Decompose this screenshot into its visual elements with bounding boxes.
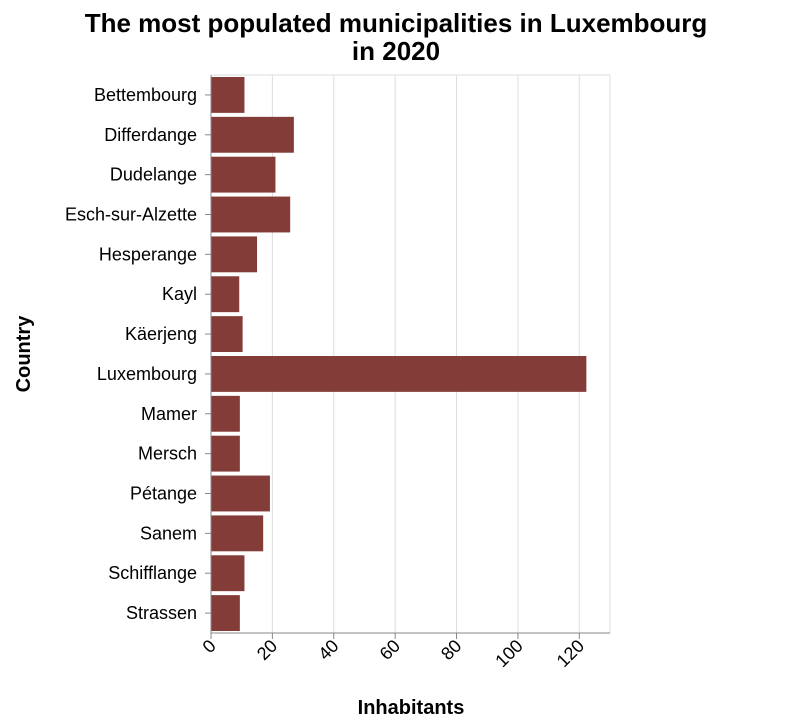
x-axis-title: Inhabitants [358,697,465,719]
x-tick-label: 100 [491,636,526,671]
chart-title-line-1: The most populated municipalities in Lux… [85,8,708,38]
y-tick-label: Mersch [138,444,197,464]
y-tick-label: Differdange [104,125,197,145]
y-tick-label: Dudelange [110,165,197,185]
y-tick-label: Strassen [126,603,197,623]
y-tick-label: Schifflange [108,563,197,583]
x-tick-label: 0 [199,636,220,657]
y-tick-label: Hesperange [99,244,197,264]
x-tick-label: 20 [253,636,281,664]
y-tick-label: Bettembourg [94,85,197,105]
y-tick-label: Kayl [162,284,197,304]
bar-hesperange [211,236,258,273]
bar-bettembourg [211,76,245,113]
x-tick-label: 120 [553,636,588,671]
y-axis-title: Country [13,315,35,393]
bar-luxembourg [211,355,587,392]
y-tick-label: Esch-sur-Alzette [65,205,197,225]
bar-kayl [211,276,240,313]
bar-p-tange [211,475,270,512]
bar-k-erjeng [211,316,243,353]
y-tick-label: Luxembourg [97,364,197,384]
bar-strassen [211,595,240,632]
y-tick-label: Käerjeng [125,324,197,344]
bar-layer [211,76,587,632]
bar-esch-sur-alzette [211,196,291,233]
x-tick-label: 80 [437,636,465,664]
y-tick-label: Sanem [140,523,197,543]
y-tick-label: Pétange [130,484,197,504]
x-tick-label: 40 [314,636,342,664]
bar-differdange [211,116,294,153]
bar-mersch [211,435,240,472]
bar-sanem [211,515,264,552]
chart-title-line-2: in 2020 [352,36,440,66]
bar-schifflange [211,555,245,592]
bar-dudelange [211,156,276,193]
y-tick-label: Mamer [141,404,197,424]
bar-mamer [211,395,240,432]
x-tick-label: 60 [376,636,404,664]
